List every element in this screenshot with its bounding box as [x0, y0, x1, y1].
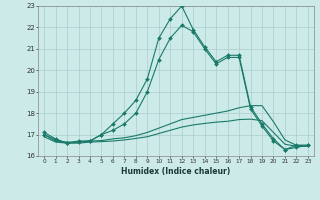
X-axis label: Humidex (Indice chaleur): Humidex (Indice chaleur)	[121, 167, 231, 176]
